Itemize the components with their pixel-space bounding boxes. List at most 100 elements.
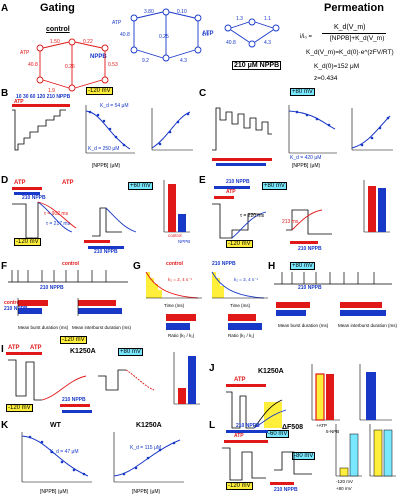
eq-kd: K_d(V_m): [334, 24, 366, 31]
panel-e-nppb: 210 NPPB: [226, 179, 250, 185]
panel-l-atp-bar2: [270, 482, 294, 485]
panel-d-nppb-bar: [14, 192, 40, 195]
gating-nppb-label: NPPB: [90, 54, 107, 60]
svg-text:4.3: 4.3: [180, 58, 187, 64]
panel-letter-d: D: [1, 175, 9, 186]
panel-i-nppb-bar: [62, 410, 92, 413]
panel-letter-e: E: [199, 175, 206, 186]
panel-h-xlabel1: Mean burst duration (ms): [278, 323, 329, 328]
eq-fraction-line: [322, 33, 386, 34]
svg-text:0.22: 0.22: [83, 39, 93, 45]
panel-h-xlabel2: Mean interburst duration (ms): [338, 323, 398, 328]
panel-letter-j: J: [209, 363, 215, 374]
panel-h-nppb: 210 NPPB: [298, 285, 322, 291]
panel-e-voltage-step: -120 mV: [226, 240, 253, 248]
panel-d-atp: ATP: [14, 180, 26, 186]
panel-d-x2: NPPB: [178, 239, 191, 244]
panel-c-dose-response: [288, 105, 337, 154]
panel-g-ratio-bars: [166, 314, 262, 330]
svg-text:0.10: 0.10: [177, 9, 187, 15]
panel-j-atp-bar: [226, 384, 266, 387]
panel-g-legend-ctrl: k₂ = 2, 4 s⁻¹: [168, 277, 193, 282]
panel-l-nppb: 210 NPPB: [236, 423, 260, 429]
panel-b-kd1: K_d = 54 μM: [100, 103, 129, 109]
panel-l-bar2: [369, 424, 396, 477]
panel-i-bar-chart: [173, 352, 200, 405]
fixed-conc-label: 210 μM NPPB: [232, 61, 282, 70]
panel-e-atp-bar2: [290, 241, 318, 244]
panel-d-atp2: ATP: [62, 180, 74, 186]
panel-b-atp: ATP: [14, 99, 24, 105]
panel-h-voltage: +80 mV: [290, 262, 315, 270]
panel-j-bar2: [359, 364, 392, 421]
permeation-scheme: 1.3 1.1 40.8 4.3: [224, 16, 280, 48]
svg-text:0.25: 0.25: [159, 34, 169, 40]
panel-l-atp: ATP: [234, 433, 244, 439]
panel-l-nppb2: 210 NPPB: [274, 487, 298, 493]
panel-f-nppb: 210 NPPB: [40, 285, 64, 291]
panel-g-ratio2: Ratio (k₂ / k₁): [228, 333, 255, 338]
heading-permeation: Permeation: [324, 2, 384, 14]
panel-e-voltage-hold: +80 mV: [262, 182, 287, 190]
panel-b-kd2: K_d = 250 μM: [88, 146, 120, 152]
panel-letter-h: H: [268, 261, 276, 272]
panel-d-nppb-bar2: [88, 246, 124, 249]
panel-g-control: control: [166, 261, 183, 267]
panel-k-plot2: [113, 432, 184, 483]
eq-kd0: K_d(0)=152 μM: [314, 63, 360, 70]
panel-c-voltage: +80 mV: [290, 88, 315, 96]
panel-d-atp-bar: [12, 187, 42, 190]
panel-i-atp-bar2: [60, 404, 90, 407]
svg-text:40.8: 40.8: [28, 62, 38, 68]
permeation-atp-label: ATP: [202, 31, 214, 37]
panel-g-xlabel: Time (ms): [164, 303, 185, 308]
panel-k-plot1: [21, 432, 92, 483]
panel-l-nppb-bar: [226, 430, 268, 433]
panel-f-nppb2: 210 NPPB: [4, 306, 28, 312]
svg-text:1.3: 1.3: [236, 16, 243, 22]
panel-letter-l: L: [209, 420, 216, 431]
svg-text:1.9: 1.9: [48, 88, 55, 94]
panel-b-atp-bar: [12, 104, 70, 107]
panel-b-trace: [12, 109, 66, 151]
panel-e-tau1: τ = 220 ms: [240, 213, 265, 219]
panel-b-xlabel: [NPPB] (μM): [92, 163, 121, 169]
panel-g-legend-nppb: k₂ = 3, 4 s⁻¹: [234, 277, 259, 282]
panel-h-trace: [274, 272, 392, 285]
panel-i-voltage-step: -120 mV: [6, 404, 33, 412]
svg-text:1.1: 1.1: [264, 16, 271, 22]
panel-b-dose-response: [85, 105, 135, 154]
panel-k-kd1: K_d = 47 μM: [50, 449, 79, 455]
panel-letter-a: A: [1, 3, 9, 14]
svg-text:40.8: 40.8: [120, 32, 130, 38]
svg-text:0.53: 0.53: [108, 62, 118, 68]
eq-prefix: i/i₀ =: [300, 34, 312, 40]
panel-k-title2: K1250A: [136, 422, 162, 429]
panel-f-xlabel1: Mean burst duration (ms): [18, 325, 69, 330]
panel-l-voltage-hold: -80 mV: [292, 452, 316, 460]
gating-control-label: control: [46, 26, 70, 33]
panel-l-xlabel2: +80 mV: [336, 486, 352, 491]
panel-d-tau1: τ = 902 ms: [44, 211, 69, 217]
panel-d-voltage-step: -120 mV: [14, 238, 41, 246]
panel-d-atp-bar2: [84, 240, 110, 243]
panel-i-atp-bar: [6, 352, 42, 355]
panel-letter-g: G: [133, 261, 141, 272]
panel-k-title1: WT: [50, 422, 61, 429]
panel-b-voltage: -120 mV: [86, 87, 113, 95]
panel-d-voltage-hold: +60 mV: [128, 182, 153, 190]
panel-e-atp-bar: [214, 196, 234, 199]
panel-k-xlabel1: [NPPB] (μM): [40, 489, 69, 495]
panel-d-bar-chart: [163, 180, 190, 233]
panel-k-xlabel2: [NPPB] (μM): [132, 489, 161, 495]
panel-d-tau2: τ = 217 ms: [46, 221, 71, 227]
eq-kd-voltage: K_d(V_m)=K_d(0)·e^(zFV/RT): [306, 49, 394, 56]
panel-i-atp2: ATP: [30, 345, 42, 351]
panel-c-nppb-bar: [216, 163, 266, 166]
eq-z: z=0.434: [314, 75, 338, 82]
panel-i-mutant: K1250A: [70, 348, 96, 355]
panel-c-kd: K_d = 420 μM: [290, 155, 322, 161]
svg-text:9.2: 9.2: [142, 58, 149, 64]
svg-text:ATP: ATP: [112, 20, 122, 26]
panel-j-atp: ATP: [234, 377, 246, 383]
